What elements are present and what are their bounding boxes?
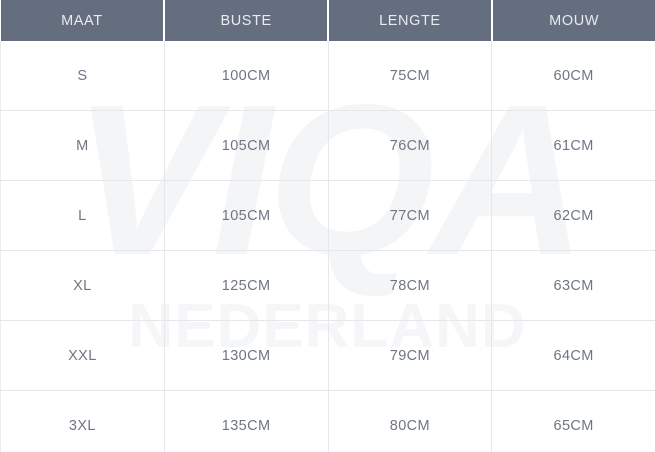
cell-lengte: 78CM (328, 250, 493, 321)
cell-mouw: 60CM (491, 41, 655, 111)
cell-mouw: 64CM (491, 320, 655, 391)
cell-buste: 130CM (164, 320, 329, 391)
column-header-maat: MAAT (0, 0, 166, 41)
table-row: XXL 130CM 79CM 64CM (0, 320, 655, 391)
cell-maat: M (0, 110, 165, 181)
cell-lengte: 75CM (328, 41, 493, 111)
column-header-mouw: MOUW (491, 0, 655, 41)
table-row: 3XL 135CM 80CM 65CM (0, 390, 655, 452)
cell-mouw: 65CM (491, 390, 655, 452)
cell-buste: 105CM (164, 110, 329, 181)
column-header-buste: BUSTE (164, 0, 329, 41)
cell-buste: 125CM (164, 250, 329, 321)
header-row: MAAT BUSTE LENGTE MOUW (0, 0, 655, 41)
cell-mouw: 61CM (491, 110, 655, 181)
table-row: S 100CM 75CM 60CM (0, 41, 655, 111)
cell-maat: 3XL (0, 390, 165, 452)
cell-mouw: 63CM (491, 250, 655, 321)
column-header-lengte: LENGTE (328, 0, 493, 41)
cell-maat: XL (0, 250, 165, 321)
table-row: M 105CM 76CM 61CM (0, 110, 655, 181)
cell-lengte: 80CM (328, 390, 493, 452)
cell-buste: 105CM (164, 180, 329, 251)
cell-lengte: 77CM (328, 180, 493, 251)
cell-mouw: 62CM (491, 180, 655, 251)
table-body: S 100CM 75CM 60CM M 105CM 76CM 61CM L 10… (0, 41, 655, 452)
cell-lengte: 79CM (328, 320, 493, 391)
table-header: MAAT BUSTE LENGTE MOUW (0, 0, 655, 41)
cell-maat: L (0, 180, 165, 251)
cell-buste: 100CM (164, 41, 329, 111)
table-row: L 105CM 77CM 62CM (0, 180, 655, 251)
cell-maat: S (0, 41, 165, 111)
table-row: XL 125CM 78CM 63CM (0, 250, 655, 321)
cell-maat: XXL (0, 320, 165, 391)
cell-lengte: 76CM (328, 110, 493, 181)
cell-buste: 135CM (164, 390, 329, 452)
